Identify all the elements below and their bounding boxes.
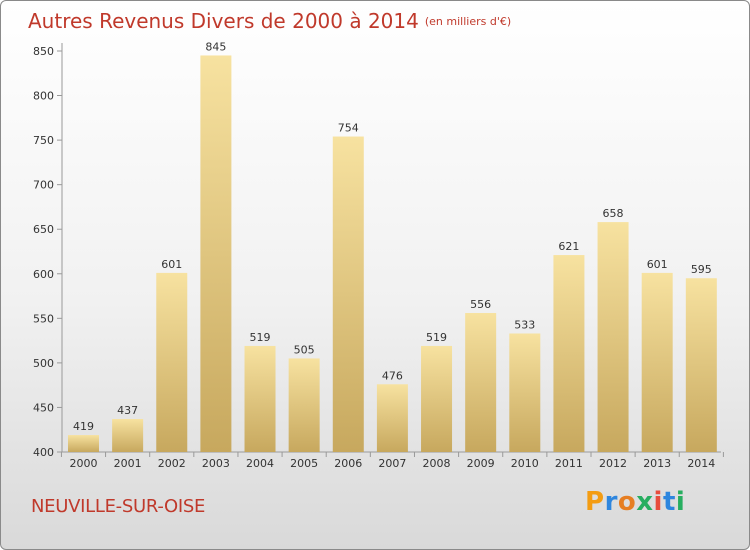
chart-title-text: Autres Revenus Divers de 2000 à 2014 <box>28 9 419 33</box>
bar-value-label: 533 <box>514 318 535 331</box>
y-tick-label: 550 <box>33 312 54 325</box>
logo-letter: o <box>617 487 637 517</box>
chart-bars <box>68 55 717 452</box>
x-tick-label: 2005 <box>290 457 318 470</box>
bar-value-label: 658 <box>603 207 624 220</box>
place-name: NEUVILLE-SUR-OISE <box>31 496 206 517</box>
bar-value-label: 845 <box>205 40 226 53</box>
x-tick-label: 2008 <box>423 457 451 470</box>
x-tick-label: 2000 <box>70 457 98 470</box>
y-tick-label: 450 <box>33 401 54 414</box>
y-tick-label: 500 <box>33 357 54 370</box>
chart-axes: 400 450 500 550 600 650 700 750 800 850 <box>33 43 724 459</box>
bar <box>376 384 408 452</box>
x-tick-label: 2010 <box>511 457 539 470</box>
x-tick-label: 2014 <box>687 457 715 470</box>
x-tick-label: 2007 <box>378 457 406 470</box>
bar-value-label: 476 <box>382 369 403 382</box>
y-tick-label: 850 <box>33 45 54 58</box>
bar <box>332 136 364 452</box>
logo-letter: t <box>662 487 676 517</box>
x-tick-label: 2012 <box>599 457 627 470</box>
bar <box>685 278 717 452</box>
x-tick-label: 2013 <box>643 457 671 470</box>
chart-title: Autres Revenus Divers de 2000 à 2014 (en … <box>28 9 511 33</box>
bar-value-label: 556 <box>470 298 491 311</box>
bar-value-label: 601 <box>647 258 668 271</box>
bar <box>641 272 673 452</box>
x-tick-label: 2011 <box>555 457 583 470</box>
y-tick-label: 600 <box>33 268 54 281</box>
y-tick-label: 800 <box>33 90 54 103</box>
bar-value-label: 519 <box>250 331 271 344</box>
y-tick-label: 750 <box>33 134 54 147</box>
x-tick-label: 2001 <box>114 457 142 470</box>
bar <box>288 358 320 452</box>
x-tick-label: 2009 <box>467 457 495 470</box>
bar <box>68 435 99 452</box>
logo-letter: P <box>585 487 605 517</box>
bar <box>553 255 585 452</box>
bar-value-label: 621 <box>558 240 579 253</box>
y-tick-label: 650 <box>33 223 54 236</box>
bar <box>156 272 188 452</box>
bar <box>112 419 144 452</box>
bar <box>200 55 232 452</box>
bar <box>509 333 541 452</box>
logo-letter: i <box>675 487 686 517</box>
chart-subtitle: (en milliers d'€) <box>424 15 512 28</box>
bar-value-label: 519 <box>426 331 447 344</box>
logo-letter: x <box>636 487 654 517</box>
bar-value-label: 595 <box>691 263 712 276</box>
proxiti-logo[interactable]: Proxiti <box>585 487 685 517</box>
bar <box>244 345 276 452</box>
bar-value-label: 601 <box>161 258 182 271</box>
x-tick-label: 2006 <box>334 457 362 470</box>
logo-letter: r <box>604 487 618 517</box>
x-tick-label: 2002 <box>158 457 186 470</box>
bar-value-label: 419 <box>73 420 94 433</box>
bar-value-label: 505 <box>294 343 315 356</box>
x-tick-label: 2003 <box>202 457 230 470</box>
x-tick-label: 2004 <box>246 457 274 470</box>
bar <box>597 222 629 452</box>
y-tick-label: 700 <box>33 179 54 192</box>
bar <box>465 312 497 452</box>
bar-value-label: 437 <box>117 404 138 417</box>
logo-letter: i <box>653 487 663 517</box>
bar <box>421 345 453 452</box>
bar-value-label: 754 <box>338 122 359 135</box>
y-tick-label: 400 <box>33 446 54 459</box>
chart-labels: 2000 419 2001 437 2002 601 2003 845 2004 519 2005 5… <box>70 40 716 470</box>
